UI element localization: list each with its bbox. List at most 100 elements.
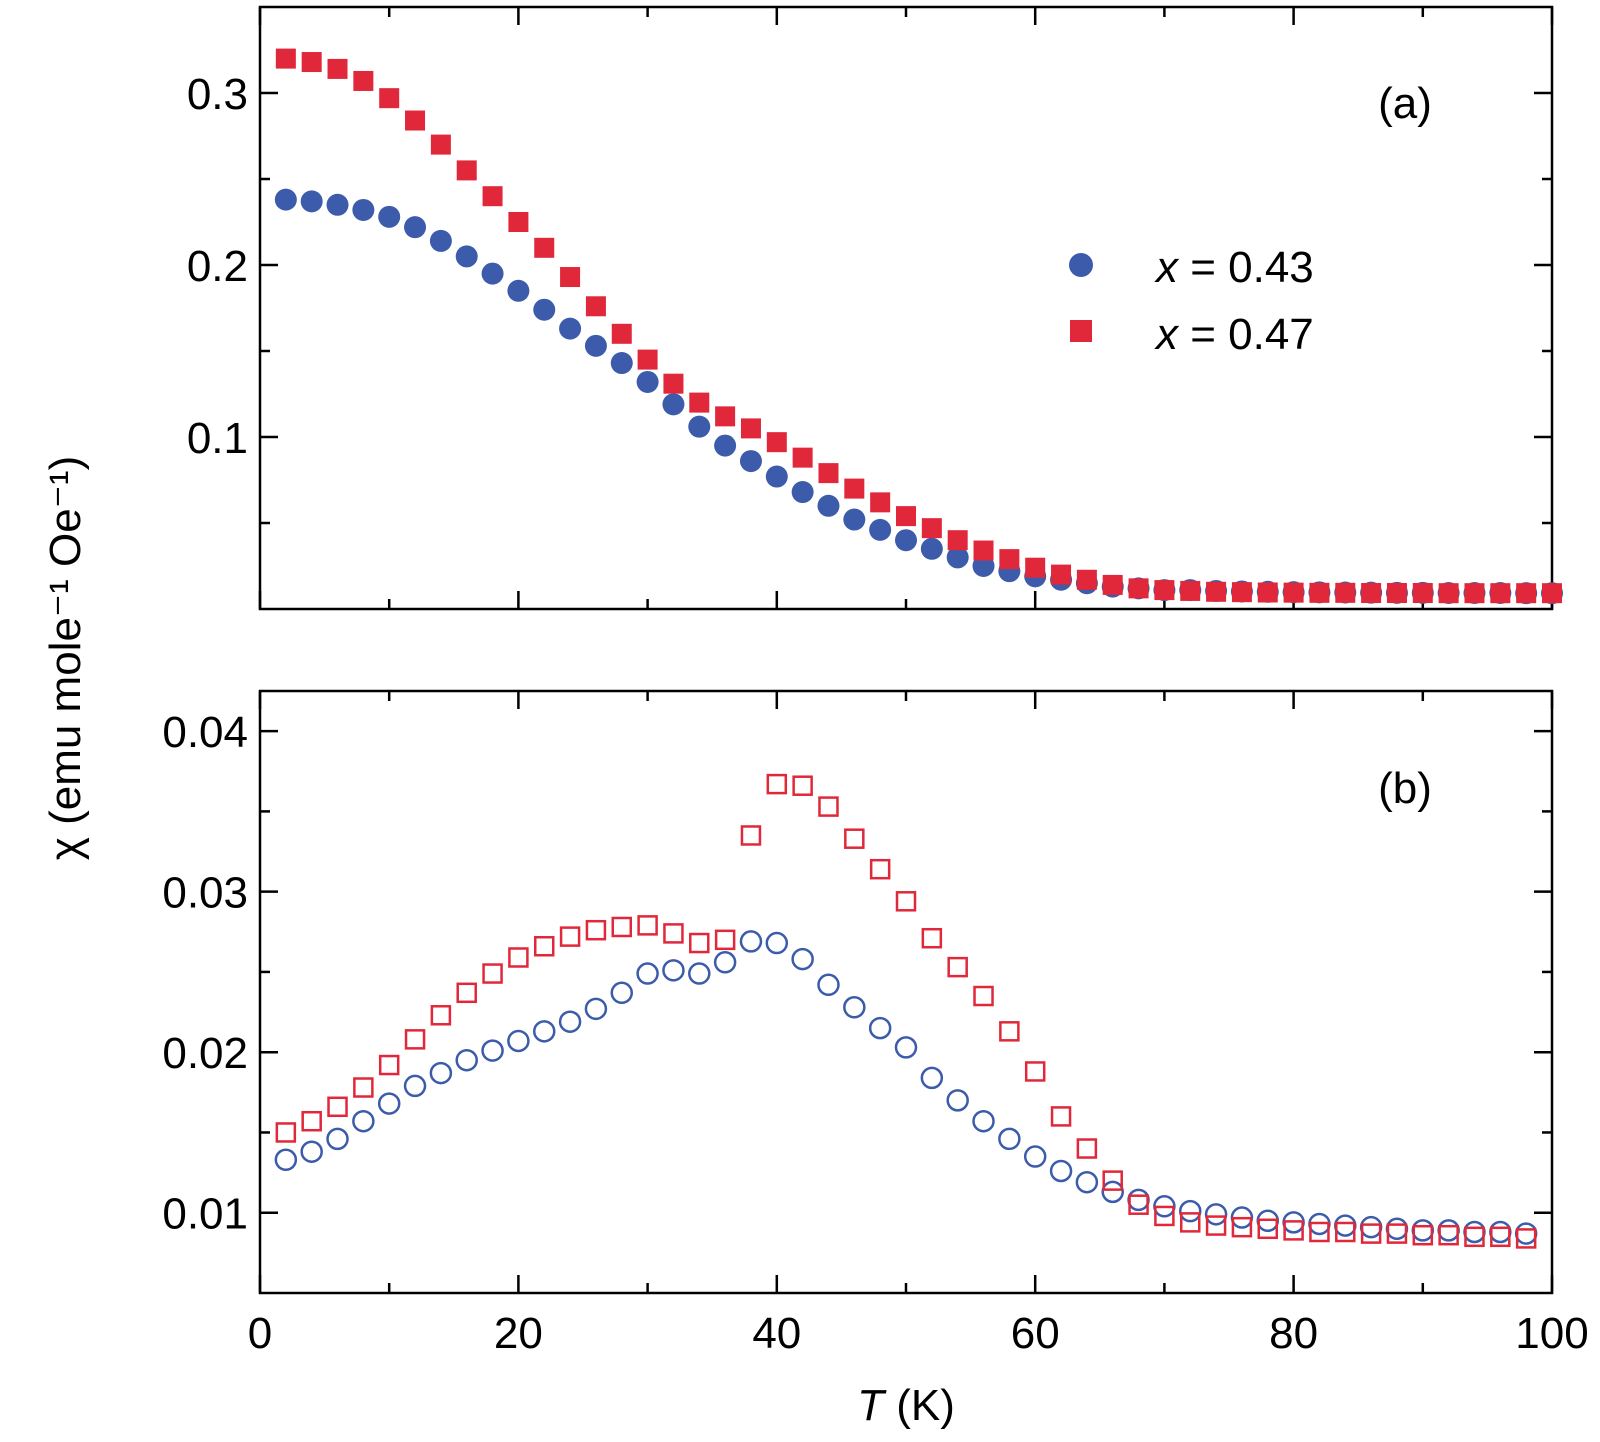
- data-point: [817, 973, 840, 997]
- data-point: [739, 930, 763, 953]
- data-point: [663, 923, 684, 944]
- data-point: [1050, 1106, 1072, 1127]
- data-point: [274, 188, 297, 211]
- data-point: [1283, 582, 1304, 603]
- data-point: [274, 1148, 298, 1172]
- data-point: [300, 190, 323, 213]
- data-point: [740, 418, 761, 439]
- data-point: [1464, 583, 1485, 604]
- data-point: [1360, 1223, 1382, 1244]
- data-point: [1412, 1224, 1434, 1246]
- data-point: [301, 1110, 322, 1132]
- panel-b-ticks: 0 20 40 60 80 100 0.01 0.02 0.03 0.04: [162, 691, 1589, 1358]
- data-point: [532, 1020, 556, 1043]
- data-point: [947, 956, 968, 978]
- data-point: [1023, 1145, 1047, 1168]
- data-point: [1516, 583, 1537, 604]
- data-point: [1385, 1217, 1409, 1241]
- legend-label-x043: x = 0.43: [1154, 243, 1314, 292]
- data-point: [869, 858, 891, 880]
- data-point: [636, 962, 659, 985]
- legend: x = 0.43 x = 0.47: [1069, 243, 1314, 359]
- data-point: [844, 478, 865, 499]
- data-point: [921, 927, 943, 949]
- data-point: [327, 58, 348, 79]
- data-point: [1412, 583, 1433, 604]
- data-point: [610, 352, 633, 375]
- panel-b: 0 20 40 60 80 100 0.01 0.02 0.03 0.04 (b): [162, 689, 1589, 1358]
- data-point: [430, 134, 451, 155]
- data-point: [560, 267, 581, 288]
- data-point: [508, 212, 529, 232]
- data-point: [946, 546, 969, 569]
- data-point: [611, 916, 633, 938]
- data-point: [327, 1096, 348, 1118]
- data-point: [1437, 1219, 1460, 1242]
- data-point: [1051, 564, 1072, 585]
- data-point: [1205, 1215, 1227, 1236]
- data-point: [610, 981, 634, 1005]
- series-a-0: [274, 188, 1563, 605]
- data-point: [482, 186, 503, 207]
- data-point: [1178, 1199, 1202, 1223]
- data-point: [456, 160, 477, 181]
- y-axis-label: χ (emu mole⁻¹ Oe⁻¹): [41, 456, 90, 861]
- x-axis-label: T (K): [857, 1381, 955, 1430]
- series-b-1: [275, 773, 1537, 1249]
- data-point: [843, 996, 866, 1019]
- data-point: [1127, 1188, 1150, 1212]
- data-point: [377, 1092, 401, 1115]
- panel-a: 0.1 0.2 0.3 (a) x = 0.43 x = 0.47: [187, 5, 1563, 611]
- data-point: [1231, 1216, 1253, 1238]
- data-point: [379, 88, 400, 109]
- data-point: [584, 334, 607, 357]
- data-point: [1049, 1159, 1073, 1183]
- data-point: [740, 825, 762, 846]
- legend-text-x047: = 0.47: [1178, 310, 1314, 359]
- data-point: [946, 1089, 969, 1112]
- data-point: [843, 508, 866, 531]
- panel-a-marks: [274, 48, 1563, 605]
- data-point: [378, 205, 401, 228]
- data-point: [533, 298, 556, 321]
- data-point: [507, 1029, 530, 1053]
- data-point: [1180, 580, 1201, 601]
- data-point: [689, 932, 710, 954]
- data-point: [429, 229, 452, 252]
- data-point: [404, 216, 427, 239]
- y-tick-label: 0.2: [187, 242, 248, 291]
- data-point: [1076, 1138, 1098, 1159]
- data-point: [637, 915, 658, 936]
- data-point: [792, 775, 813, 796]
- legend-text-x043: = 0.43: [1178, 243, 1314, 292]
- data-point: [1490, 1226, 1511, 1248]
- y-tick-label: 0.03: [162, 869, 248, 918]
- legend-var-x047: x: [1154, 310, 1180, 359]
- data-point: [353, 1077, 374, 1098]
- y-tick-label: 0.02: [162, 1029, 248, 1078]
- data-point: [714, 434, 737, 457]
- data-point: [1179, 1212, 1201, 1233]
- data-point: [1101, 1180, 1124, 1204]
- data-point: [662, 393, 685, 416]
- data-point: [663, 373, 684, 394]
- data-point: [1309, 582, 1330, 603]
- data-point: [558, 1010, 582, 1033]
- data-point: [559, 926, 581, 947]
- data-point: [973, 985, 994, 1007]
- data-point: [534, 237, 555, 258]
- data-point: [326, 193, 349, 216]
- data-point: [1542, 583, 1562, 604]
- data-point: [688, 962, 711, 985]
- data-point: [973, 540, 994, 561]
- data-point: [585, 296, 606, 317]
- data-point: [920, 537, 943, 560]
- data-point: [1128, 578, 1149, 599]
- data-point: [896, 506, 916, 527]
- data-point: [1411, 1219, 1435, 1242]
- data-point: [275, 48, 296, 69]
- x-tick-label: 40: [752, 1309, 801, 1358]
- data-point: [1463, 1220, 1486, 1244]
- data-point: [688, 415, 711, 438]
- data-point: [301, 52, 322, 73]
